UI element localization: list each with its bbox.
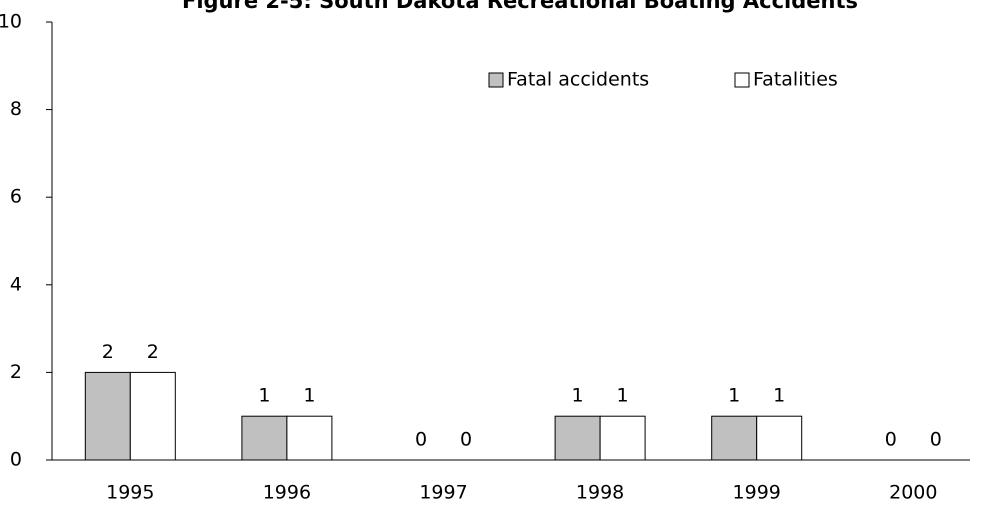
bar [129, 371, 176, 461]
value-label: 0 [415, 429, 427, 451]
legend-label: Fatalities [753, 69, 838, 91]
bar [554, 415, 601, 461]
value-label: 0 [460, 429, 472, 451]
value-label: 0 [885, 429, 897, 451]
value-label: 1 [258, 385, 270, 407]
legend-swatch [488, 72, 504, 88]
y-tick-label: 0 [10, 449, 22, 471]
y-tick-label: 4 [10, 273, 22, 295]
value-label: 1 [773, 385, 785, 407]
bar [599, 415, 646, 461]
value-label: 1 [572, 385, 584, 407]
value-label: 1 [728, 385, 740, 407]
y-tick-label: 10 [0, 11, 22, 33]
y-tick-label: 2 [10, 361, 22, 383]
x-tick-label: 2000 [889, 482, 937, 504]
bar [711, 415, 758, 461]
x-tick-label: 1999 [733, 482, 781, 504]
x-tick-label: 1997 [419, 482, 467, 504]
value-label: 1 [617, 385, 629, 407]
value-label: 0 [930, 429, 942, 451]
value-label: 1 [303, 385, 315, 407]
y-tick-label: 8 [10, 98, 22, 120]
bar [241, 415, 288, 461]
bar [84, 371, 131, 461]
x-tick-label: 1995 [106, 482, 154, 504]
value-label: 2 [102, 341, 114, 363]
x-tick-label: 1998 [576, 482, 624, 504]
legend-label: Fatal accidents [507, 69, 649, 91]
bar [286, 415, 333, 461]
value-label: 2 [147, 341, 159, 363]
legend-swatch [734, 72, 750, 88]
chart-title: Figure 2-5: South Dakota Recreational Bo… [182, 0, 858, 13]
y-tick-label: 6 [10, 186, 22, 208]
x-tick-label: 1996 [263, 482, 311, 504]
bar [756, 415, 803, 461]
